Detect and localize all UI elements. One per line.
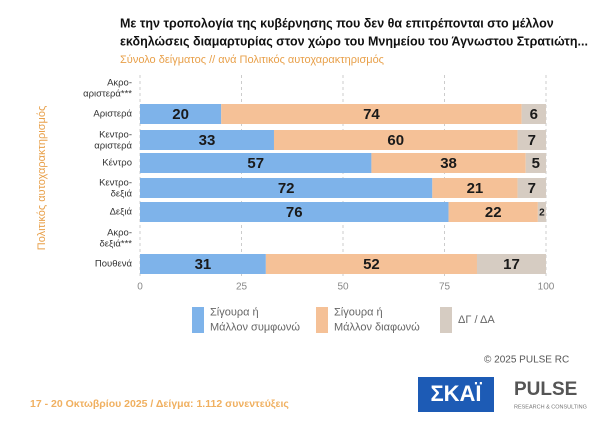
data-label: 5 (532, 155, 540, 172)
logo-pulse-sub: RESEARCH & CONSULTING (514, 404, 587, 410)
category-label: Κέντρο (102, 158, 132, 169)
legend-swatch (316, 307, 328, 333)
data-label: 22 (485, 204, 502, 221)
bar-segment (517, 130, 546, 150)
chart-title: εκδηλώσεις διαμαρτυρίας στον χώρο του Μν… (120, 34, 588, 48)
category-label: Ακρο-δεξιά*** (100, 227, 133, 249)
data-label: 60 (387, 132, 404, 149)
category-label: Ακρο-αριστερά*** (83, 77, 132, 99)
data-label: 20 (172, 106, 189, 123)
bar-segment (476, 254, 546, 274)
bar-segment (448, 202, 538, 222)
x-tick-label: 25 (236, 282, 248, 293)
bar-segment (140, 153, 372, 173)
bar-segment (537, 202, 546, 222)
bar-segment (140, 130, 274, 150)
bar-segment (140, 178, 433, 198)
y-axis-label: Πολιτικός αυτοχαρακτηρισμός (36, 106, 48, 250)
data-label: 74 (363, 106, 380, 123)
bar-segment (525, 153, 546, 173)
x-tick-label: 75 (439, 282, 451, 293)
data-label: 33 (199, 132, 216, 149)
category-label: Πουθενά (95, 259, 133, 270)
data-label: 7 (528, 132, 536, 149)
legend-label: Σίγουρα ή Μάλλον συμφωνώ (210, 306, 300, 333)
data-label: 31 (195, 256, 212, 273)
data-label: 76 (286, 204, 303, 221)
bar-segment (140, 104, 222, 124)
legend-label: ΔΓ / ΔΑ (458, 314, 495, 326)
bar-segment (265, 254, 477, 274)
bar-segment (371, 153, 526, 173)
category-label: Κεντρο-δεξιά (99, 177, 132, 199)
legend-label: Σίγουρα ή Μάλλον διαφωνώ (334, 306, 420, 333)
legend-swatch (192, 307, 204, 333)
bar-segment (273, 130, 518, 150)
data-label: 6 (530, 106, 538, 123)
data-label: 52 (363, 256, 380, 273)
data-label: 72 (278, 180, 295, 197)
bar-segment (221, 104, 522, 124)
x-tick-label: 0 (137, 282, 143, 293)
bar-segment (432, 178, 518, 198)
x-tick-label: 100 (538, 282, 555, 293)
data-label: 17 (503, 256, 520, 273)
data-label: 21 (467, 180, 484, 197)
category-label: Αριστερά (93, 109, 132, 120)
category-label: Κεντρο-αριστερά (94, 129, 132, 151)
data-label: 57 (247, 155, 264, 172)
copyright: © 2025 PULSE RC (484, 355, 569, 366)
bar-segment (521, 104, 546, 124)
logo-skai: ΣΚΑΪ (430, 381, 482, 406)
legend-swatch (440, 307, 452, 333)
data-label: 7 (528, 180, 536, 197)
footer-text: 17 - 20 Οκτωβρίου 2025 / Δείγμα: 1.112 σ… (30, 398, 289, 410)
chart-subtitle: Σύνολο δείγματος // ανά Πολιτικός αυτοχα… (120, 54, 384, 66)
logo-box (418, 377, 494, 412)
data-label: 38 (440, 155, 457, 172)
data-label: 2 (539, 208, 545, 219)
category-label: Δεξιά (110, 207, 133, 218)
chart-title: Με την τροπολογία της κυβέρνησης που δεν… (120, 16, 554, 30)
bar-segment (140, 254, 266, 274)
bar-segment (140, 202, 449, 222)
bar-segment (517, 178, 546, 198)
logo-pulse: PULSE (514, 379, 577, 400)
x-tick-label: 50 (337, 282, 349, 293)
